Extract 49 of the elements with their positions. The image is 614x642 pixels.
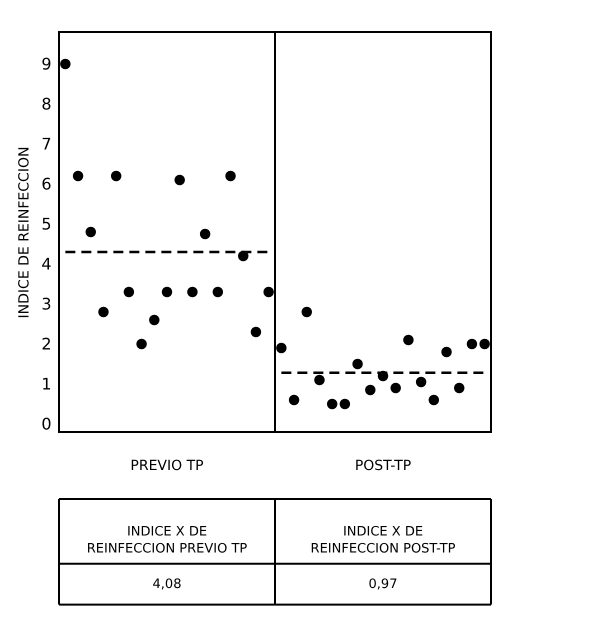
- point: [416, 376, 426, 388]
- y-tick-label: 4: [41, 254, 52, 274]
- point: [98, 306, 109, 318]
- text: 0,97: [368, 577, 398, 592]
- point: [340, 398, 350, 410]
- point: [466, 338, 478, 350]
- point: [187, 286, 198, 298]
- y-tick-label: 1: [41, 374, 52, 394]
- point: [326, 398, 338, 410]
- text: POST-TP: [354, 458, 412, 474]
- point: [403, 334, 414, 346]
- text: INDICE X DE REINFECCION PREVIO TP: [86, 524, 248, 556]
- point: [263, 286, 274, 298]
- point: [60, 58, 71, 70]
- y-tick-label: 0: [41, 414, 52, 434]
- point: [162, 286, 172, 298]
- point: [454, 382, 464, 394]
- point: [212, 286, 224, 298]
- point: [314, 374, 325, 386]
- y-tick-label: 5: [41, 214, 52, 234]
- point: [250, 326, 262, 338]
- y-axis-title: INDICE DE REINFECCION: [16, 146, 32, 318]
- y-tick-label: 3: [41, 294, 52, 314]
- point: [149, 314, 160, 326]
- point: [428, 394, 440, 406]
- point: [136, 338, 147, 350]
- point: [200, 228, 210, 240]
- point: [479, 338, 490, 350]
- y-tick-label: 6: [41, 174, 52, 194]
- point: [390, 382, 401, 394]
- point: [276, 342, 287, 354]
- text: INDICE X DE REINFECCION POST-TP: [310, 524, 456, 556]
- point: [302, 306, 312, 318]
- y-tick-label: 8: [41, 94, 52, 114]
- point: [124, 286, 134, 298]
- point: [441, 346, 452, 358]
- y-tick-label: 2: [41, 334, 52, 354]
- point: [72, 170, 84, 182]
- text: 4,08: [152, 577, 182, 592]
- point: [174, 174, 185, 186]
- point: [225, 170, 236, 182]
- y-tick-label: 7: [41, 134, 52, 154]
- point: [352, 358, 363, 370]
- text: PREVIO TP: [130, 458, 204, 474]
- point: [365, 384, 376, 396]
- y-tick-label: 9: [41, 54, 52, 74]
- point: [110, 170, 122, 182]
- point: [288, 394, 300, 406]
- point: [86, 226, 96, 238]
